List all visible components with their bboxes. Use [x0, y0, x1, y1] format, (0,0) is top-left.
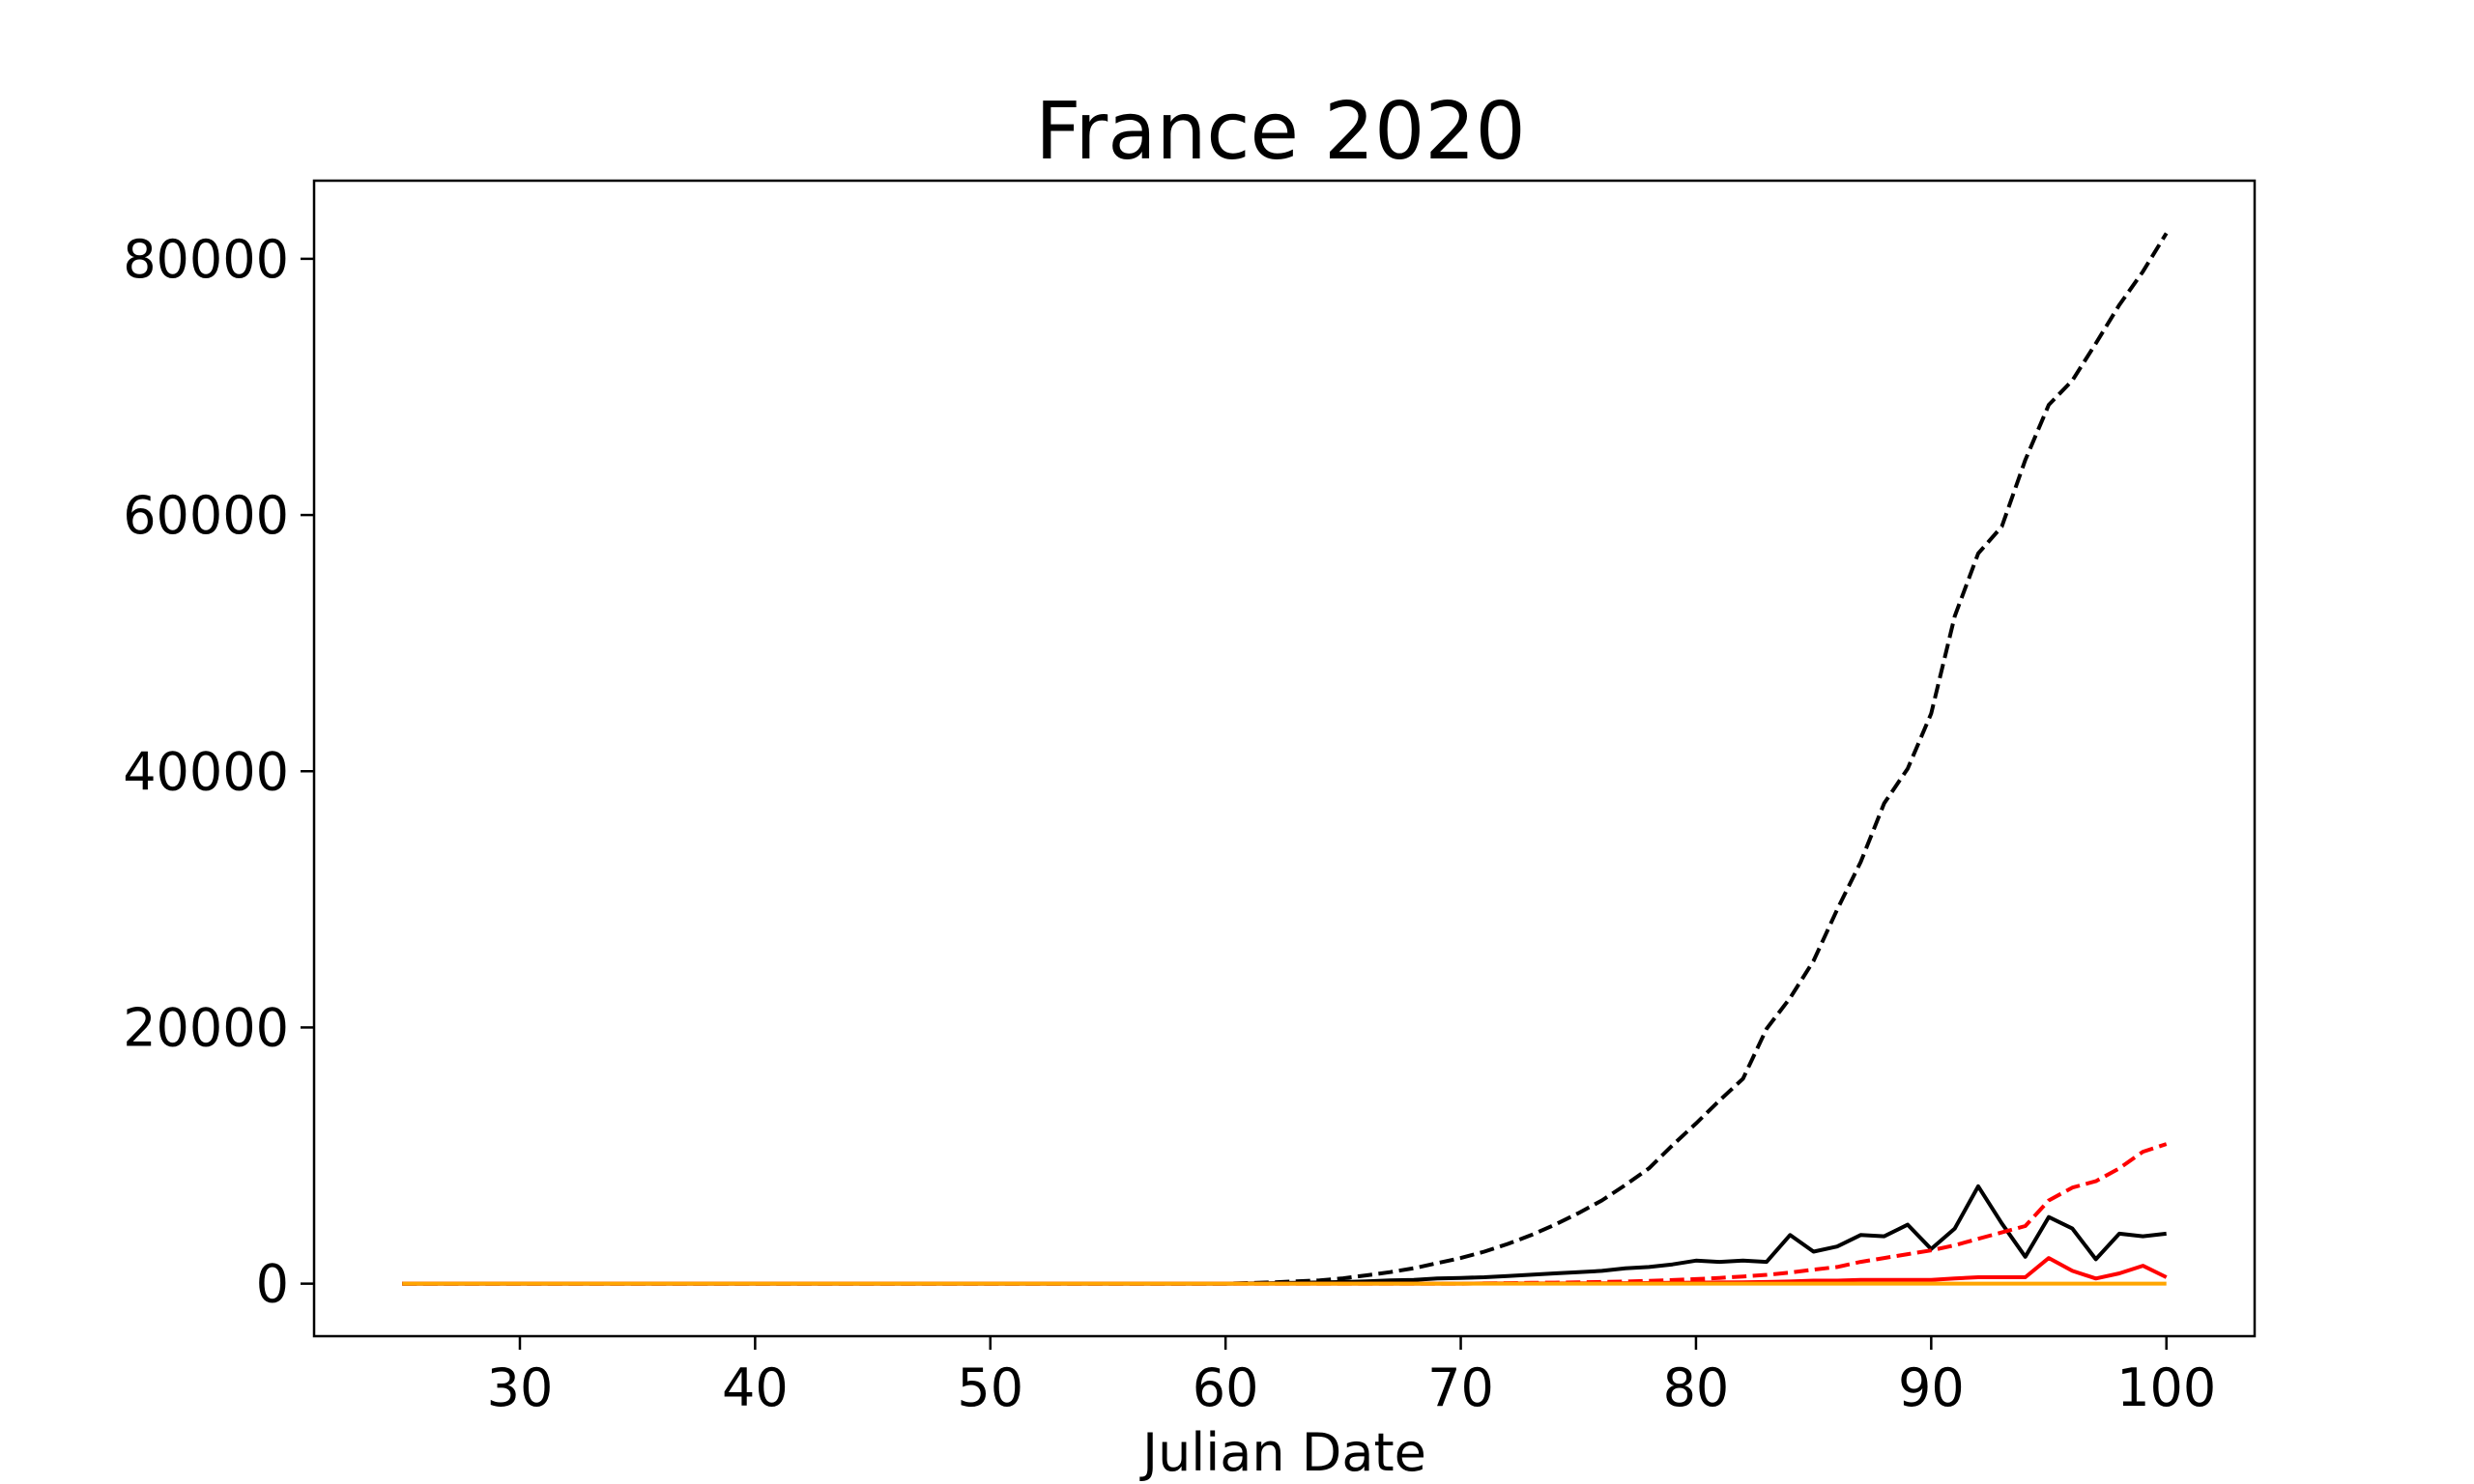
y-tick-label: 40000: [123, 741, 289, 802]
x-tick-label: 50: [957, 1357, 1023, 1418]
y-tick-label: 60000: [123, 485, 289, 546]
x-axis-label: Julian Date: [1139, 1422, 1426, 1483]
x-tick-label: 70: [1427, 1357, 1494, 1418]
y-axis-ticks: 0 20000 40000 60000 80000: [123, 229, 314, 1315]
x-tick-label: 80: [1663, 1357, 1730, 1418]
series-layer: [402, 232, 2169, 1286]
x-tick-label: 100: [2116, 1357, 2216, 1418]
plot-area-frame: [312, 179, 2257, 1338]
chart-title: France 2020: [1035, 86, 1525, 178]
x-tick-label: 60: [1193, 1357, 1259, 1418]
x-axis-ticks: 30 40 50 60 70 80 90 100: [487, 1336, 2216, 1418]
x-tick-label: 40: [722, 1357, 789, 1418]
y-tick-label: 80000: [123, 229, 289, 290]
y-tick-label: 20000: [123, 997, 289, 1058]
x-tick-label: 30: [487, 1357, 554, 1418]
y-tick-label: 0: [256, 1254, 289, 1315]
x-tick-label: 90: [1898, 1357, 1965, 1418]
